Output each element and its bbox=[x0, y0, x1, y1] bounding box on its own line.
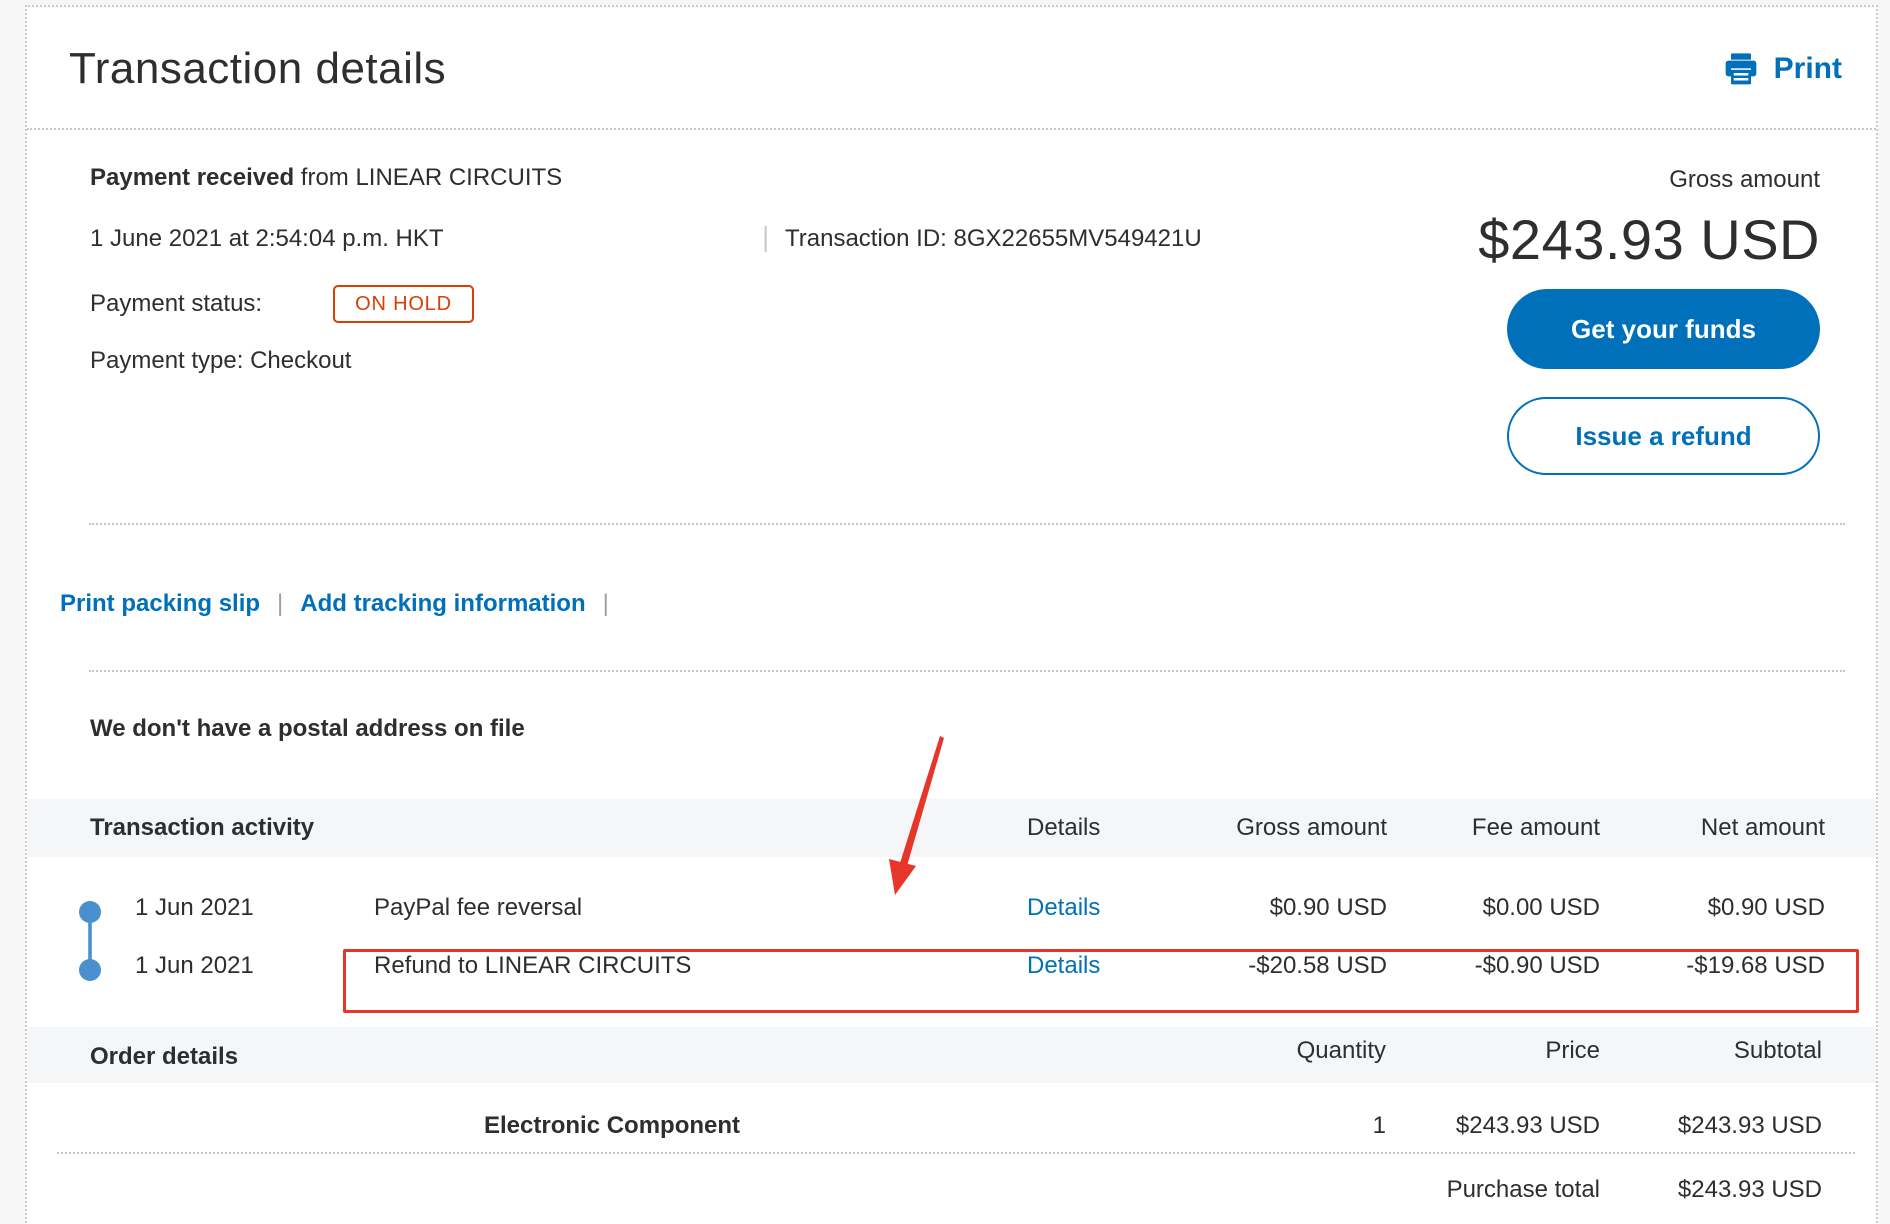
print-label: Print bbox=[1773, 52, 1842, 85]
payment-received-label: Payment received bbox=[90, 164, 295, 191]
section-divider bbox=[57, 1152, 1855, 1154]
issue-refund-button[interactable]: Issue a refund bbox=[1507, 397, 1820, 475]
column-header-quantity: Quantity bbox=[1296, 1037, 1386, 1064]
add-tracking-link[interactable]: Add tracking information bbox=[300, 590, 586, 617]
payment-received-from: from LINEAR CIRCUITS bbox=[294, 164, 563, 191]
column-header-fee: Fee amount bbox=[1471, 814, 1600, 841]
payment-type-line: Payment type: Checkout bbox=[90, 347, 352, 374]
activity-row: 1 Jun 2021 Refund to LINEAR CIRCUITS Det… bbox=[27, 950, 1876, 982]
print-packing-slip-link[interactable]: Print packing slip bbox=[60, 590, 261, 617]
activity-gross: $0.90 USD bbox=[1269, 894, 1387, 921]
separator: | bbox=[602, 590, 609, 617]
item-quantity: 1 bbox=[1372, 1112, 1386, 1139]
activity-title: Transaction activity bbox=[90, 814, 315, 841]
timeline-graphic bbox=[79, 901, 101, 981]
action-links-row: Print packing slip | Add tracking inform… bbox=[60, 588, 609, 620]
transaction-id: Transaction ID: 8GX22655MV549421U bbox=[785, 225, 1202, 252]
section-divider bbox=[89, 523, 1845, 525]
order-header-band: Order details Quantity Price Subtotal bbox=[27, 1027, 1876, 1083]
payment-status-label: Payment status: bbox=[90, 290, 263, 317]
column-header-subtotal: Subtotal bbox=[1733, 1037, 1822, 1064]
item-name: Electronic Component bbox=[484, 1112, 741, 1139]
purchase-total-label: Purchase total bbox=[1446, 1176, 1600, 1203]
column-header-price: Price bbox=[1545, 1037, 1600, 1064]
transaction-card: Transaction details Print bbox=[25, 5, 1878, 1224]
activity-net: $0.90 USD bbox=[1707, 894, 1825, 921]
details-link[interactable]: Details bbox=[1027, 894, 1101, 921]
section-divider bbox=[89, 670, 1845, 672]
activity-row: 1 Jun 2021 PayPal fee reversal Details $… bbox=[27, 892, 1876, 924]
no-postal-address-notice: We don't have a postal address on file bbox=[90, 715, 525, 742]
column-header-gross: Gross amount bbox=[1236, 814, 1387, 841]
column-header-net: Net amount bbox=[1700, 814, 1825, 841]
activity-date: 1 Jun 2021 bbox=[135, 894, 254, 921]
purchase-total-row: Purchase total $243.93 USD bbox=[27, 1174, 1876, 1206]
activity-net: -$19.68 USD bbox=[1686, 952, 1825, 979]
separator: | bbox=[762, 221, 770, 252]
activity-gross: -$20.58 USD bbox=[1248, 952, 1387, 979]
purchase-total-value: $243.93 USD bbox=[1677, 1176, 1822, 1203]
activity-fee: -$0.90 USD bbox=[1474, 952, 1600, 979]
column-header-details: Details bbox=[1027, 814, 1101, 841]
activity-header-band: Transaction activity Details Gross amoun… bbox=[27, 799, 1876, 857]
status-badge: ON HOLD bbox=[333, 285, 474, 323]
order-title: Order details bbox=[90, 1043, 239, 1070]
payment-received-line: Payment received from LINEAR CIRCUITS bbox=[90, 162, 562, 194]
gross-amount-value: $243.93 USD bbox=[1478, 208, 1820, 271]
order-item-row: Electronic Component 1 $243.93 USD $243.… bbox=[27, 1110, 1876, 1142]
activity-fee: $0.00 USD bbox=[1482, 894, 1600, 921]
details-link[interactable]: Details bbox=[1027, 952, 1101, 979]
activity-description: PayPal fee reversal bbox=[374, 894, 583, 921]
item-subtotal: $243.93 USD bbox=[1677, 1112, 1822, 1139]
print-button[interactable]: Print bbox=[1721, 49, 1842, 89]
separator: | bbox=[277, 590, 284, 617]
payment-datetime: 1 June 2021 at 2:54:04 p.m. HKT bbox=[90, 225, 444, 252]
activity-date: 1 Jun 2021 bbox=[135, 952, 254, 979]
item-price: $243.93 USD bbox=[1455, 1112, 1600, 1139]
card-header: Transaction details Print bbox=[27, 7, 1876, 130]
activity-description: Refund to LINEAR CIRCUITS bbox=[374, 952, 692, 979]
gross-amount-label: Gross amount bbox=[1669, 166, 1820, 193]
print-icon bbox=[1721, 49, 1761, 89]
page-title: Transaction details bbox=[69, 44, 447, 93]
get-your-funds-button[interactable]: Get your funds bbox=[1507, 289, 1820, 369]
